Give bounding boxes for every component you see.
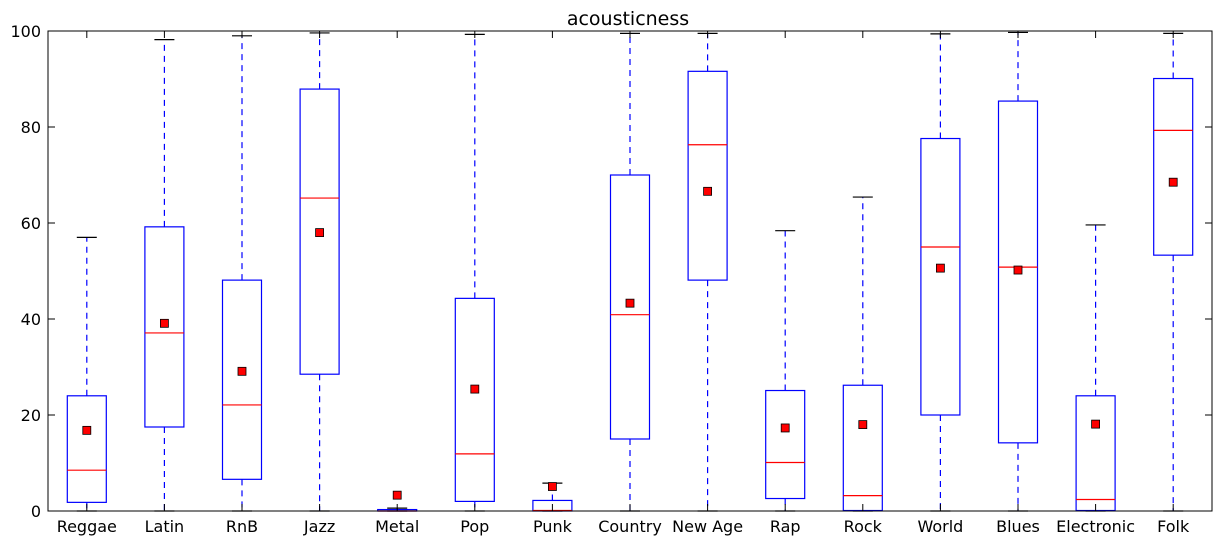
y-tick-label: 0 (31, 502, 41, 521)
iqr-box (687, 70, 728, 281)
mean-marker (1013, 265, 1023, 275)
mean-marker (625, 298, 635, 308)
mean-marker (780, 423, 790, 433)
mean-marker (237, 366, 247, 376)
x-tick-label: Rock (844, 517, 883, 536)
box-jazz (299, 32, 340, 512)
x-tick-label: Jazz (303, 517, 335, 536)
mean-marker (392, 490, 402, 500)
plot-frame (47, 30, 1213, 512)
box-rock (842, 196, 883, 512)
box-country (609, 32, 651, 512)
y-tick-label: 20 (21, 406, 41, 425)
mean-marker (1091, 419, 1100, 429)
y-tick-label: 100 (10, 22, 41, 41)
iqr-box (1075, 395, 1116, 512)
iqr-box (299, 88, 340, 375)
x-tick-label: Pop (460, 517, 489, 536)
iqr-box (609, 174, 651, 440)
box-world (920, 33, 961, 512)
iqr-box (842, 384, 883, 512)
box-electronic (1075, 224, 1116, 512)
mean-marker (315, 228, 325, 238)
iqr-box (920, 137, 961, 416)
box-rap (765, 230, 806, 512)
x-tick-label: Folk (1157, 517, 1190, 536)
mean-marker (548, 482, 557, 491)
box-folk (1153, 32, 1194, 512)
mean-marker (1168, 177, 1178, 187)
iqr-box (66, 395, 107, 503)
x-axis: Reggae Latin RnB Jazz Metal Pop Punk Country New… (57, 31, 1190, 536)
box-blues (997, 31, 1039, 512)
x-tick-label: Blues (996, 517, 1040, 536)
x-tick-label: World (917, 517, 963, 536)
iqr-box (765, 389, 806, 500)
mean-marker (82, 425, 92, 435)
box-pop (454, 33, 495, 512)
x-tick-label: New Age (672, 517, 743, 536)
x-tick-label: Country (598, 517, 662, 536)
mean-marker (470, 384, 480, 394)
x-tick-label: Metal (375, 517, 419, 536)
y-tick-label: 60 (21, 214, 41, 233)
mean-marker (858, 420, 868, 430)
iqr-box (454, 297, 495, 502)
x-tick-label: Electronic (1056, 517, 1135, 536)
iqr-box (221, 279, 263, 480)
chart-title: acousticness (567, 8, 689, 30)
x-tick-label: Rap (770, 517, 801, 536)
box-reggae (66, 236, 107, 512)
iqr-box (1153, 77, 1194, 256)
iqr-box (997, 100, 1039, 444)
x-tick-label: Punk (533, 517, 573, 536)
box-rnb (221, 35, 263, 512)
iqr-box (144, 226, 185, 428)
mean-marker (936, 263, 945, 273)
y-tick-label: 80 (21, 118, 41, 137)
mean-marker (703, 186, 712, 196)
plot-marks (66, 31, 1194, 512)
box-new-age (687, 32, 728, 512)
x-tick-label: RnB (226, 517, 258, 536)
y-tick-label: 40 (21, 310, 41, 329)
box-latin (144, 39, 185, 512)
mean-marker (159, 318, 169, 328)
x-tick-label: Latin (145, 517, 185, 536)
y-axis: 0 20 40 60 80 100 (10, 22, 1212, 521)
x-tick-label: Reggae (57, 517, 117, 536)
